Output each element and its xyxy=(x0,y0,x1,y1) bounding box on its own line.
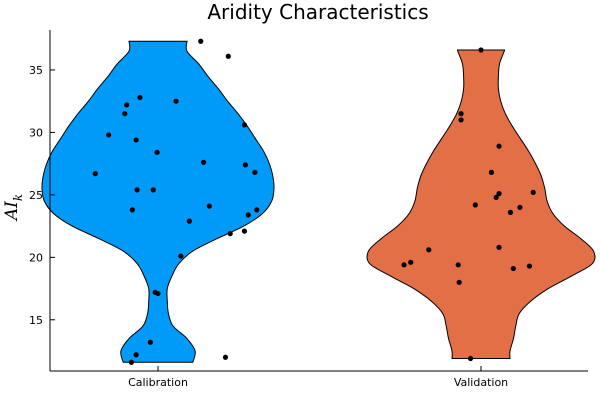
data-point-calibration-3 xyxy=(137,94,143,101)
data-point-validation-10 xyxy=(517,204,523,210)
data-point-validation-6 xyxy=(530,189,536,195)
data-point-validation-3 xyxy=(458,117,464,123)
data-point-calibration-10 xyxy=(154,149,160,156)
y-axis-label: AIk xyxy=(2,194,25,222)
data-point-validation-7 xyxy=(496,191,502,197)
data-point-calibration-29 xyxy=(128,359,134,365)
data-point-validation-16 xyxy=(455,262,461,268)
y-tick-label-25: 25 xyxy=(29,189,43,202)
data-point-validation-20 xyxy=(467,355,474,362)
data-point-calibration-24 xyxy=(178,253,184,259)
data-point-calibration-13 xyxy=(252,169,258,175)
data-point-calibration-22 xyxy=(241,228,248,234)
data-point-calibration-8 xyxy=(106,132,112,138)
data-point-calibration-12 xyxy=(242,162,248,168)
data-point-calibration-7 xyxy=(241,122,248,128)
data-point-calibration-11 xyxy=(201,159,207,165)
data-point-calibration-28 xyxy=(133,352,139,358)
data-point-calibration-5 xyxy=(124,102,130,108)
data-point-calibration-1 xyxy=(198,38,204,44)
data-point-calibration-27 xyxy=(147,339,153,345)
data-point-validation-12 xyxy=(426,247,432,253)
data-point-validation-8 xyxy=(493,194,499,200)
plot-area: 15 20 25 30 35 Calibration Validation xyxy=(29,30,596,389)
x-tick-label-validation: Validation xyxy=(454,376,508,389)
y-tick-label-15: 15 xyxy=(29,314,43,327)
data-point-validation-19 xyxy=(456,279,462,285)
data-point-calibration-20 xyxy=(129,207,135,213)
data-point-calibration-21 xyxy=(186,218,192,224)
data-point-calibration-18 xyxy=(254,207,260,213)
violin-calibration xyxy=(41,40,275,363)
data-point-validation-9 xyxy=(472,202,478,208)
data-point-validation-2 xyxy=(458,111,464,117)
data-point-validation-13 xyxy=(496,244,502,250)
data-point-calibration-23 xyxy=(227,231,233,237)
data-point-validation-1 xyxy=(478,47,484,53)
data-point-calibration-16 xyxy=(150,187,156,193)
data-point-calibration-26 xyxy=(155,290,161,297)
data-point-validation-15 xyxy=(401,262,407,268)
violin-validation xyxy=(366,49,596,360)
data-point-calibration-14 xyxy=(92,171,98,177)
data-point-calibration-15 xyxy=(134,187,140,193)
y-tick-label-20: 20 xyxy=(29,251,43,264)
x-tick-label-calibration: Calibration xyxy=(128,376,188,389)
y-tick-label-30: 30 xyxy=(29,126,43,139)
data-point-calibration-4 xyxy=(173,98,179,104)
data-point-calibration-30 xyxy=(222,354,229,360)
data-point-validation-5 xyxy=(488,169,495,175)
data-point-validation-11 xyxy=(507,209,514,215)
data-point-validation-4 xyxy=(496,143,502,149)
chart-title: Aridity Characteristics xyxy=(207,0,428,24)
data-point-validation-18 xyxy=(510,265,516,272)
y-axis-label-subscript: k xyxy=(11,194,25,201)
data-point-calibration-17 xyxy=(206,203,212,209)
data-point-calibration-6 xyxy=(122,111,128,117)
data-point-calibration-2 xyxy=(225,53,231,59)
y-tick-label-35: 35 xyxy=(29,64,43,77)
data-point-calibration-19 xyxy=(245,212,251,218)
y-axis-label-main: AI xyxy=(2,201,22,222)
data-point-validation-14 xyxy=(408,259,414,265)
data-point-calibration-9 xyxy=(133,137,139,143)
data-point-validation-17 xyxy=(526,263,533,269)
